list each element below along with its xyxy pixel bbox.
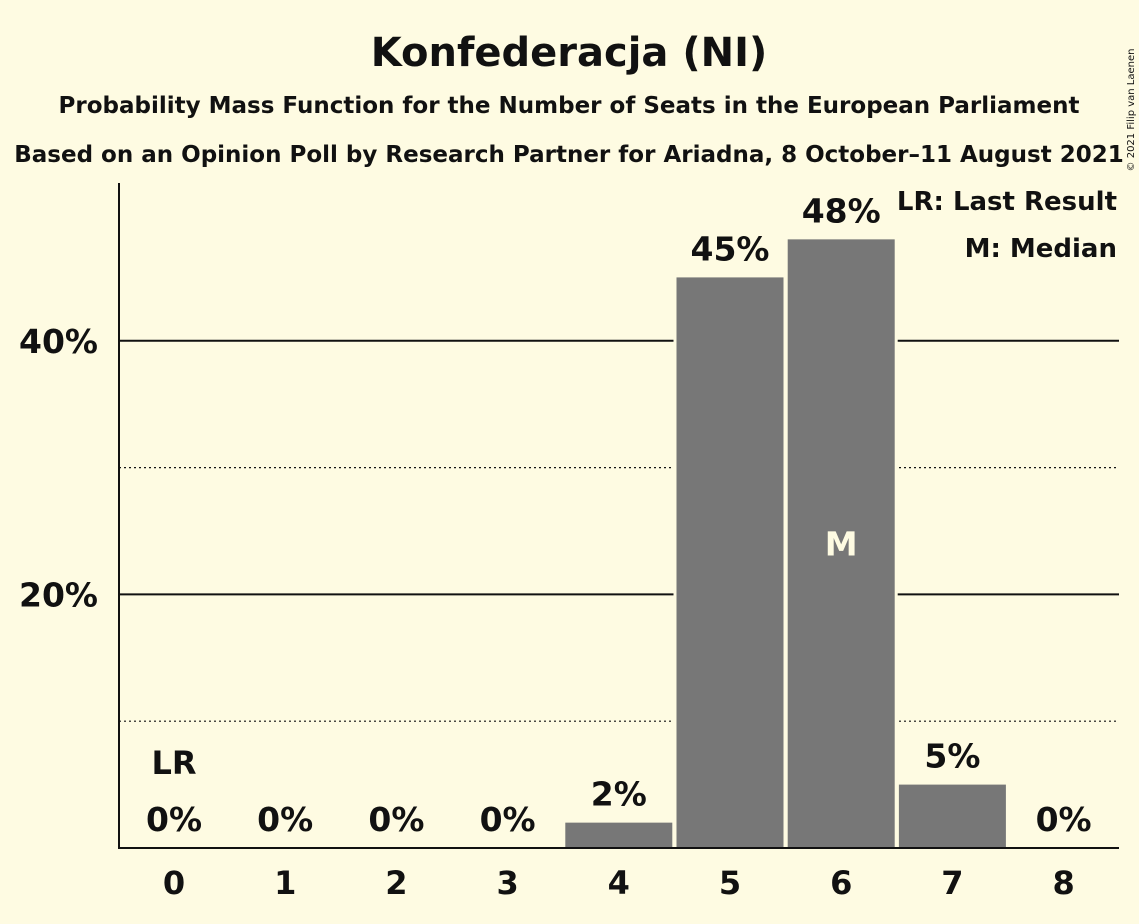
x-tick-label: 5	[719, 864, 741, 902]
legend-entry: LR: Last Result	[897, 187, 1117, 217]
chart-subtitle-2: Based on an Opinion Poll by Research Par…	[14, 142, 1123, 168]
x-tick-label: 7	[941, 864, 963, 902]
x-tick-label: 0	[163, 864, 185, 902]
chart-subtitle: Probability Mass Function for the Number…	[59, 93, 1080, 119]
bar-value-label: 48%	[802, 191, 881, 230]
bar-value-label: 45%	[691, 229, 770, 268]
legend-entry-bg	[926, 180, 1122, 222]
bar-7	[898, 784, 1006, 848]
legend-entry-bg	[926, 227, 1122, 269]
bar-value-label: 0%	[1036, 800, 1092, 839]
bars-group	[562, 236, 1009, 849]
last-result-marker: LR	[151, 744, 196, 782]
x-tick-label: 4	[608, 864, 630, 902]
legend: LR: Last Result M: Median	[897, 180, 1122, 269]
gridlines: 20% 40%	[19, 322, 1119, 722]
y-tick-label: 20%	[19, 575, 98, 614]
x-tick-label: 8	[1052, 864, 1074, 902]
x-tick-label: 2	[385, 864, 407, 902]
bar-4	[565, 822, 673, 848]
bar-5	[676, 277, 784, 848]
legend-entry: M: Median	[965, 234, 1117, 264]
x-tick-label: 1	[274, 864, 296, 902]
bar-value-label: 0%	[257, 800, 313, 839]
median-marker: M	[825, 525, 858, 564]
bar-6	[787, 239, 895, 849]
copyright-notice: © 2021 Filip van Laenen	[1126, 49, 1137, 172]
bar-value-label: 0%	[368, 800, 424, 839]
bar-value-label: 0%	[480, 800, 536, 839]
x-tick-label: 6	[830, 864, 852, 902]
bar-value-label: 2%	[591, 775, 647, 814]
bar-value-label: 0%	[146, 800, 202, 839]
bar-value-label: 5%	[924, 737, 980, 776]
labels-group: 0% 0 LR 0% 1 0% 2 0% 3 2% 4 45% 5 48% 6 M 5% 7 0% 8	[146, 191, 1092, 902]
x-tick-label: 3	[496, 864, 518, 902]
chart-title: Konfederacja (NI)	[371, 30, 768, 76]
y-tick-label: 40%	[19, 322, 98, 361]
